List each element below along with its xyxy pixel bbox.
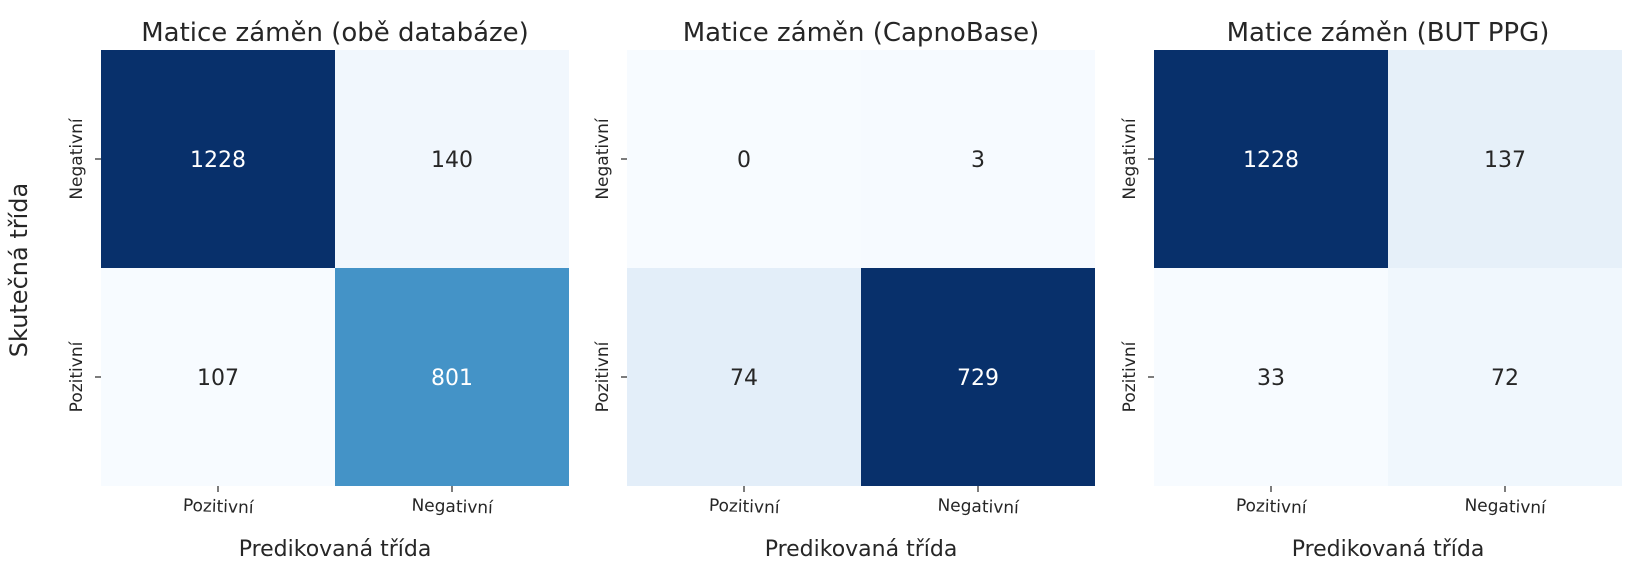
cell-value-label: 1228: [190, 148, 246, 173]
x-axis-label: Predikovaná třída: [239, 537, 432, 562]
y-tick-label: Negativní: [593, 117, 613, 200]
y-tick-label: Negativní: [1120, 117, 1140, 200]
x-axis-label: Predikovaná třída: [1292, 537, 1485, 562]
heatmap-panel-3: Matice záměn (BUT PPG) 1228 137 33 72 Negativ…: [1120, 18, 1622, 562]
cell-value-label: 137: [1484, 148, 1526, 173]
cell-value-label: 0: [737, 148, 751, 173]
cell-value-label: 1228: [1243, 148, 1299, 173]
y-tick-label: Pozitivní: [1120, 340, 1140, 412]
x-tick-label: Negativní: [937, 496, 1020, 519]
cell-value-label: 729: [957, 366, 999, 391]
shared-y-axis-label: Skutečná třída: [5, 183, 33, 357]
x-axis-label: Predikovaná třída: [765, 537, 958, 562]
cell-value-label: 74: [730, 366, 758, 391]
cell-value-label: 3: [971, 148, 985, 173]
heatmap-cell: [1388, 50, 1622, 268]
chart-title: Matice záměn (obě databáze): [141, 18, 529, 48]
x-tick-label: Pozitivní: [183, 496, 256, 518]
heatmap-panel-2: Matice záměn (CapnoBase) 0 3 74 729 Negativní…: [593, 18, 1095, 562]
heatmap-cell: [335, 268, 569, 486]
y-tick-label: Negativní: [67, 117, 87, 200]
x-tick-label: Negativní: [1464, 496, 1547, 519]
heatmap-cell: [101, 268, 335, 486]
y-tick-label: Pozitivní: [67, 340, 87, 412]
x-tick-label: Pozitivní: [709, 496, 782, 518]
heatmap-cell: [1154, 50, 1388, 268]
heatmap-cell: [101, 50, 335, 268]
x-tick-label: Negativní: [411, 496, 494, 519]
cell-value-label: 140: [431, 148, 473, 173]
cell-value-label: 72: [1491, 366, 1519, 391]
chart-title: Matice záměn (BUT PPG): [1227, 18, 1550, 48]
heatmap-cell: [335, 50, 569, 268]
y-tick-label: Pozitivní: [593, 340, 613, 412]
cell-value-label: 33: [1257, 366, 1285, 391]
heatmap-cell: [1154, 268, 1388, 486]
cell-value-label: 801: [431, 366, 473, 391]
x-tick-label: Pozitivní: [1236, 496, 1309, 518]
heatmap-cell: [861, 50, 1095, 268]
heatmap-panel-1: Matice záměn (obě databáze) 1228 140 107 801…: [67, 18, 569, 562]
chart-title: Matice záměn (CapnoBase): [683, 18, 1040, 48]
cell-value-label: 107: [197, 366, 239, 391]
heatmap-cell: [627, 268, 861, 486]
heatmap-cell: [627, 50, 861, 268]
heatmap-cell: [1388, 268, 1622, 486]
heatmap-cell: [861, 268, 1095, 486]
